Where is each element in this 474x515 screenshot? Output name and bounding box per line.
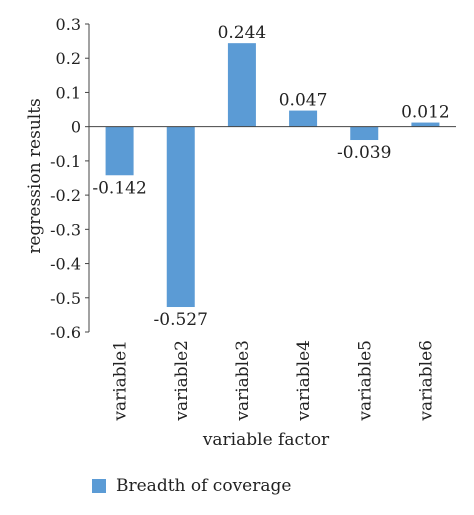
y-tick-label: 0 [71, 118, 81, 137]
y-tick-label: 0.3 [56, 15, 81, 34]
data-label: -0.142 [92, 178, 146, 198]
y-tick-label: -0.4 [50, 255, 81, 274]
data-label: -0.527 [154, 310, 208, 330]
x-tick-label: variable2 [172, 340, 192, 422]
y-tick-label: 0.1 [56, 83, 81, 102]
bar-variable5 [350, 126, 379, 141]
y-axis-label: regression results [25, 98, 45, 254]
x-tick-label: variable6 [416, 340, 436, 422]
x-tick-label: variable1 [111, 340, 131, 422]
bar-variable3 [227, 43, 256, 127]
bar-variable1 [105, 126, 134, 176]
x-axis-ticks: variable1 variable2 variable3 variable4 vari… [111, 340, 437, 422]
y-tick-label: -0.1 [50, 152, 81, 171]
x-tick-label: variable3 [233, 340, 253, 422]
data-label: 0.244 [218, 23, 267, 43]
axes [88, 24, 456, 332]
y-tick-label: -0.6 [50, 323, 81, 342]
bar-variable6 [411, 122, 440, 127]
x-axis-label: variable factor [202, 430, 330, 450]
data-label: -0.039 [337, 143, 391, 163]
bar-variable4 [289, 110, 318, 127]
y-tick-label: 0.2 [56, 49, 81, 68]
y-tick-label: -0.3 [50, 220, 81, 239]
y-tick-label: -0.5 [50, 289, 81, 308]
legend-swatch [92, 479, 106, 493]
legend: Breadth of coverage [92, 476, 291, 496]
data-label: 0.047 [279, 91, 328, 111]
x-tick-label: variable4 [294, 340, 314, 422]
y-axis-ticks: 0.3 0.2 0.1 0 -0.1 -0.2 -0.3 -0.4 -0.5 -0.6 [50, 15, 89, 342]
data-label: 0.012 [401, 103, 450, 123]
data-labels: -0.142 -0.527 0.244 0.047 -0.039 0.012 [92, 23, 449, 330]
x-tick-label: variable5 [355, 340, 375, 422]
legend-label: Breadth of coverage [116, 476, 292, 496]
y-tick-label: -0.2 [50, 186, 81, 205]
bar-variable2 [166, 126, 195, 308]
bars [105, 43, 440, 308]
